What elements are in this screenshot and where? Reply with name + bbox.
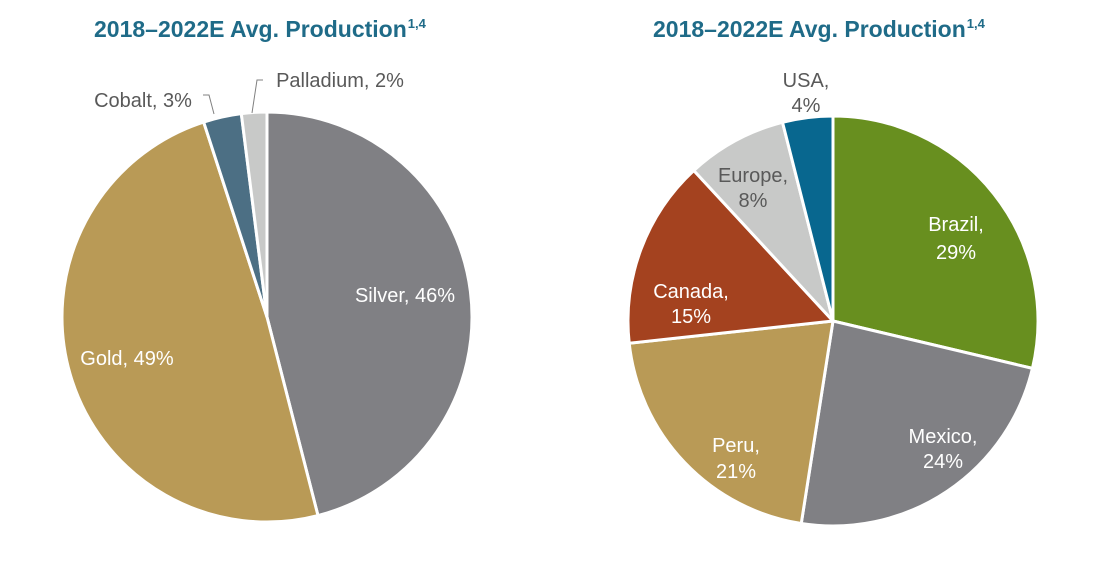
pie2-slice-europe (692, 120, 835, 323)
pie1-slice-palladium (239, 110, 269, 319)
pie1-leader-cobalt (203, 94, 215, 115)
chart-title-right: 2018–2022E Avg. Production1,4 (653, 16, 985, 42)
pie2-label-mexico-line2: 24% (923, 451, 963, 473)
pie1-slice-silver (265, 110, 474, 518)
pie1-label-palladium: Palladium, 2% (276, 70, 404, 92)
pie2-label-canada-line2: 15% (671, 306, 711, 328)
pie1-leader-palladium (251, 79, 263, 114)
pie2-slice-usa (781, 114, 835, 323)
pie2-slice-peru (627, 319, 835, 526)
pie2-label-canada-line1: Canada, (653, 281, 729, 303)
pie2-slice-mexico (799, 319, 1034, 528)
pie2-label-brazil-line1: Brazil, (928, 214, 984, 236)
pie1-slice-gold (60, 120, 320, 524)
pie2-slice-brazil (831, 114, 1040, 370)
pie2-slice-canada (626, 169, 835, 345)
chart-title-left: 2018–2022E Avg. Production1,4 (94, 16, 426, 42)
pie2-label-europe-line2: 8% (739, 190, 768, 212)
pie2-label-brazil-line2: 29% (936, 242, 976, 264)
pie2-label-usa-line1: USA, (783, 70, 830, 92)
pie1-label-cobalt: Cobalt, 3% (94, 90, 192, 112)
pie1-label-silver: Silver, 46% (355, 285, 455, 307)
pie2-label-peru-line1: Peru, (712, 435, 760, 457)
pie2-label-usa-line2: 4% (792, 95, 821, 117)
pie1-label-gold: Gold, 49% (80, 348, 174, 370)
pie2-label-europe-line1: Europe, (718, 165, 788, 187)
pie2-label-mexico-line1: Mexico, (909, 426, 978, 448)
pie2-label-peru-line2: 21% (716, 461, 756, 483)
